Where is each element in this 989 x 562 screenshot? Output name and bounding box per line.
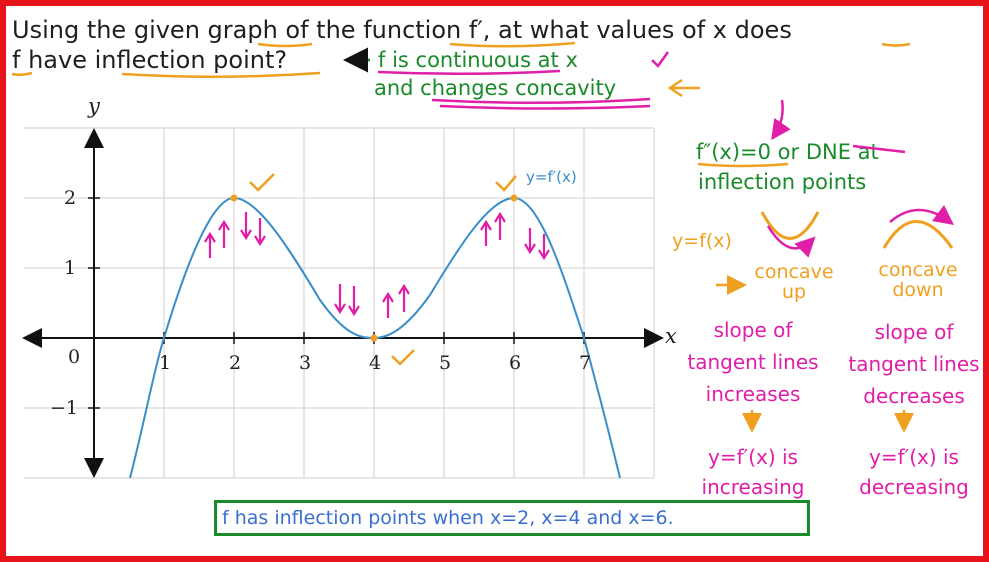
slope-increases-2: tangent lines (687, 350, 819, 374)
slope-decreases-1: slope of (874, 320, 954, 344)
x-tick-3: 3 (299, 352, 312, 374)
slope-increases-3: increases (705, 382, 801, 406)
derivative-decreasing-1: y=f′(x) is (869, 445, 959, 469)
point-x2 (230, 194, 238, 202)
function-label: y=f(x) (672, 230, 732, 252)
condition-continuous: f is continuous at x (378, 48, 578, 72)
x-axis-label: x (665, 324, 677, 348)
x-tick-1: 1 (159, 352, 172, 374)
answer-text: f has inflection points when x=2, x=4 an… (222, 507, 674, 529)
condition-underlines (377, 69, 651, 110)
question-line-2: f have inflection point? (12, 46, 288, 74)
x-tick-7: 7 (579, 352, 592, 374)
concave-down-sketch (882, 205, 955, 249)
x-tick-4: 4 (369, 352, 382, 374)
dne-strike (852, 144, 906, 154)
x-tick-5: 5 (439, 352, 452, 374)
concave-down-label: concave down (878, 259, 958, 301)
y-tick-1: 1 (64, 257, 77, 279)
point-x6 (510, 194, 518, 202)
rule-line-2: inflection points (698, 170, 867, 194)
y-tick-2: 2 (64, 187, 77, 209)
derivative-increasing-1: y=f′(x) is (708, 445, 798, 469)
slope-decreases-2: tangent lines (848, 352, 980, 376)
slope-decreases-3: decreases (863, 384, 965, 408)
derivative-increasing-2: increasing (701, 475, 805, 499)
question-line-1: Using the given graph of the function f′… (12, 16, 792, 44)
slope-increases-1: slope of (713, 318, 793, 342)
x-tick-2: 2 (229, 352, 242, 374)
curve-label: y=f′(x) (526, 168, 577, 186)
y-tick-minus-1: −1 (50, 397, 79, 419)
derivative-decreasing-2: decreasing (859, 475, 969, 499)
x-tick-6: 6 (509, 352, 522, 374)
concave-up-label: concave up (754, 261, 834, 303)
condition-changes-concavity: and changes concavity (374, 76, 617, 100)
magenta-arrow-down (771, 99, 791, 141)
y-axis-label: y (88, 94, 100, 118)
point-x4 (370, 334, 378, 342)
concave-up-sketch (760, 211, 820, 258)
question-underlines (11, 41, 911, 79)
answer-box (214, 500, 810, 536)
rule-line-1: f″(x)=0 or DNE at (696, 140, 879, 164)
slope-arrows (204, 211, 550, 318)
origin-label: 0 (68, 346, 81, 368)
